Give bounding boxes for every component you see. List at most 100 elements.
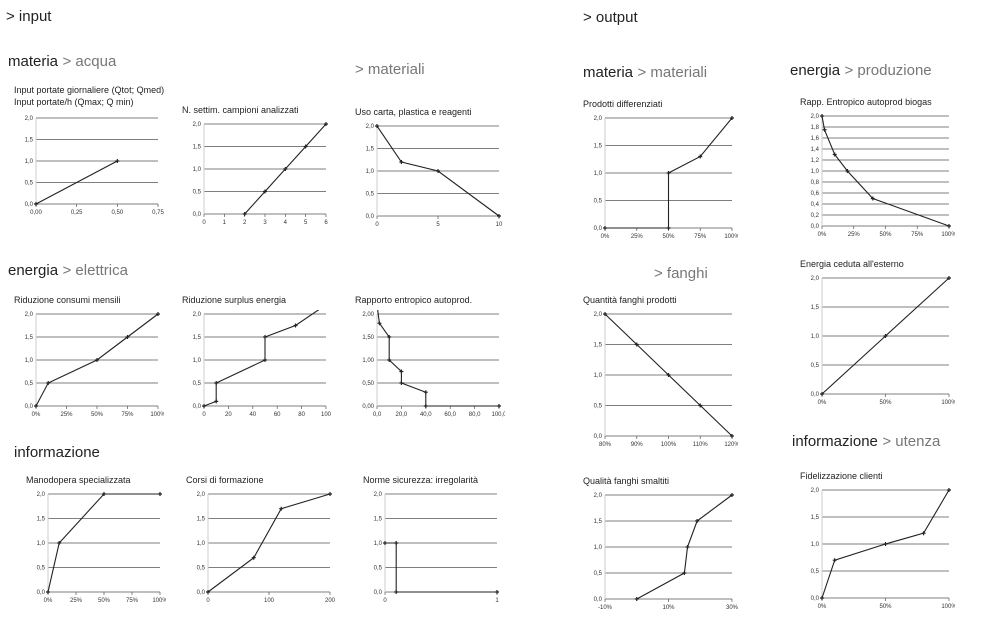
y-tick-label: 1,4 bbox=[811, 147, 820, 153]
y-tick-label: 1,0 bbox=[374, 541, 383, 547]
chart-plot: 0,0 0,5 1,0 1,5 2,0 0% 50% 100% bbox=[811, 276, 955, 406]
y-tick-label: 1,8 bbox=[811, 125, 820, 131]
x-tick-label: 0% bbox=[818, 232, 827, 238]
section-materia-materiali-output: materia > materiali bbox=[583, 64, 707, 82]
y-tick-label: 0,5 bbox=[594, 571, 603, 577]
x-tick-label: 0% bbox=[32, 412, 41, 418]
y-tick-label: 2,0 bbox=[37, 492, 46, 498]
x-tick-label: 1 bbox=[495, 598, 499, 604]
y-tick-label: 0,0 bbox=[193, 212, 202, 218]
y-tick-label: 2,0 bbox=[193, 122, 202, 128]
x-tick-label: 75% bbox=[126, 598, 139, 604]
section-main-label: informazione bbox=[792, 433, 878, 450]
x-tick-label: 100% bbox=[941, 232, 955, 238]
chart-plot: 0,0 0,5 1,0 1,5 2,0 80% 90% 100% 110% 120% bbox=[594, 312, 738, 448]
x-tick-label: 100% bbox=[941, 604, 955, 610]
x-tick-label: 0,25 bbox=[71, 210, 83, 216]
data-point bbox=[682, 571, 687, 575]
data-point bbox=[921, 531, 926, 536]
x-tick-label: 0 bbox=[202, 220, 206, 226]
data-point bbox=[324, 122, 328, 126]
series-line bbox=[821, 115, 950, 227]
data-point bbox=[947, 276, 951, 280]
chart-title-line: Norme sicurezza: irregolarità bbox=[363, 475, 479, 485]
data-point bbox=[730, 116, 734, 120]
data-point bbox=[820, 596, 824, 600]
chart-title: Qualità fanghi smaltiti bbox=[583, 475, 669, 487]
y-tick-label: 1,0 bbox=[193, 167, 202, 173]
y-tick-label: 0,0 bbox=[25, 202, 34, 208]
data-point bbox=[730, 434, 734, 438]
section-informazione-input: informazione bbox=[14, 444, 100, 462]
y-tick-label: 0,0 bbox=[594, 597, 603, 603]
x-tick-label: 25% bbox=[631, 234, 644, 240]
x-tick-label: 75% bbox=[121, 412, 134, 418]
chart-title-line: Riduzione surplus energia bbox=[182, 295, 287, 305]
x-tick-label: 25% bbox=[60, 412, 73, 418]
y-tick-label: 2,0 bbox=[594, 116, 603, 122]
y-tick-label: 2,0 bbox=[811, 488, 820, 494]
chart-title-line: Input portate/h (Qmax; Q min) bbox=[14, 97, 134, 107]
x-tick-label: 80,0 bbox=[469, 412, 481, 418]
data-point bbox=[832, 152, 837, 157]
data-point bbox=[423, 390, 428, 395]
x-tick-label: 20 bbox=[225, 412, 232, 418]
chart-plot: 0,0 0,5 1,0 1,5 2,0 0% 25% 50% 75% 100% bbox=[25, 312, 164, 418]
y-tick-label: 2,0 bbox=[811, 276, 820, 282]
data-point bbox=[46, 590, 50, 594]
x-tick-label: 0,50 bbox=[111, 210, 123, 216]
y-tick-label: 2,0 bbox=[811, 114, 820, 120]
data-point bbox=[328, 492, 332, 496]
data-point bbox=[497, 214, 501, 218]
x-tick-label: 25% bbox=[848, 232, 861, 238]
data-point bbox=[698, 154, 703, 159]
x-tick-label: 20,0 bbox=[396, 412, 408, 418]
chart-title-line: Rapp. Entropico autoprod biogas bbox=[800, 97, 932, 107]
x-tick-label: 100% bbox=[941, 400, 955, 406]
data-point bbox=[666, 373, 671, 377]
chart-plot: 0,0 0,5 1,0 1,5 2,0 -10% 10% 30% bbox=[594, 493, 738, 611]
y-tick-label: 1,5 bbox=[37, 517, 46, 523]
data-point bbox=[820, 392, 824, 396]
chart-plot: 0,0 0,5 1,0 1,5 2,0 0 20 40 60 80 100 bbox=[193, 310, 332, 418]
data-point bbox=[95, 358, 99, 362]
x-tick-label: 10 bbox=[496, 222, 503, 228]
x-tick-label: 40 bbox=[249, 412, 256, 418]
y-tick-label: 2,0 bbox=[374, 492, 383, 498]
chart-title-line: Fidelizzazione clienti bbox=[800, 471, 883, 481]
y-tick-label: 1,5 bbox=[25, 335, 34, 341]
x-tick-label: 40,0 bbox=[420, 412, 432, 418]
y-tick-label: 1,0 bbox=[594, 545, 603, 551]
y-tick-label: 1,5 bbox=[366, 147, 375, 153]
chart-plot: 0,0 0,5 1,0 1,5 2,0 0 100 200 bbox=[197, 492, 336, 604]
x-tick-label: 0,00 bbox=[30, 210, 42, 216]
x-tick-label: 0% bbox=[601, 234, 610, 240]
x-tick-label: 120% bbox=[724, 442, 738, 448]
data-point bbox=[377, 321, 382, 326]
y-tick-label: 2,0 bbox=[594, 493, 603, 499]
data-point bbox=[383, 541, 387, 545]
chart-plot: 0,0 0,2 0,4 0,6 0,8 1,0 1,2 1,4 1,6 1,8 2,0 0% 25% 50… bbox=[811, 114, 955, 238]
data-point bbox=[870, 196, 875, 201]
y-tick-label: 0,5 bbox=[811, 569, 820, 575]
data-point bbox=[206, 590, 210, 594]
chart-title: Energia ceduta all'esterno bbox=[800, 258, 904, 270]
section-main-label: energia bbox=[8, 262, 59, 279]
y-tick-label: 1,5 bbox=[594, 519, 603, 525]
chart-title-line: Rapporto entropico autoprod. bbox=[355, 295, 473, 305]
data-point bbox=[730, 493, 734, 497]
y-tick-label: 0,5 bbox=[37, 566, 46, 572]
data-point bbox=[399, 381, 404, 385]
chart-title-line: Quantità fanghi prodotti bbox=[583, 295, 677, 305]
chart-title-line: Input portate giornaliere (Qtot; Qmed) bbox=[14, 85, 165, 95]
y-tick-label: 1,0 bbox=[197, 541, 206, 547]
y-tick-label: 0,5 bbox=[366, 192, 375, 198]
x-tick-label: 60,0 bbox=[444, 412, 456, 418]
data-point bbox=[125, 335, 130, 339]
section-sub-label: > produzione bbox=[844, 62, 932, 79]
data-point bbox=[603, 226, 607, 230]
data-point bbox=[263, 335, 267, 339]
data-point bbox=[399, 369, 404, 374]
y-tick-label: 1,0 bbox=[25, 358, 34, 364]
series-line bbox=[207, 493, 331, 593]
